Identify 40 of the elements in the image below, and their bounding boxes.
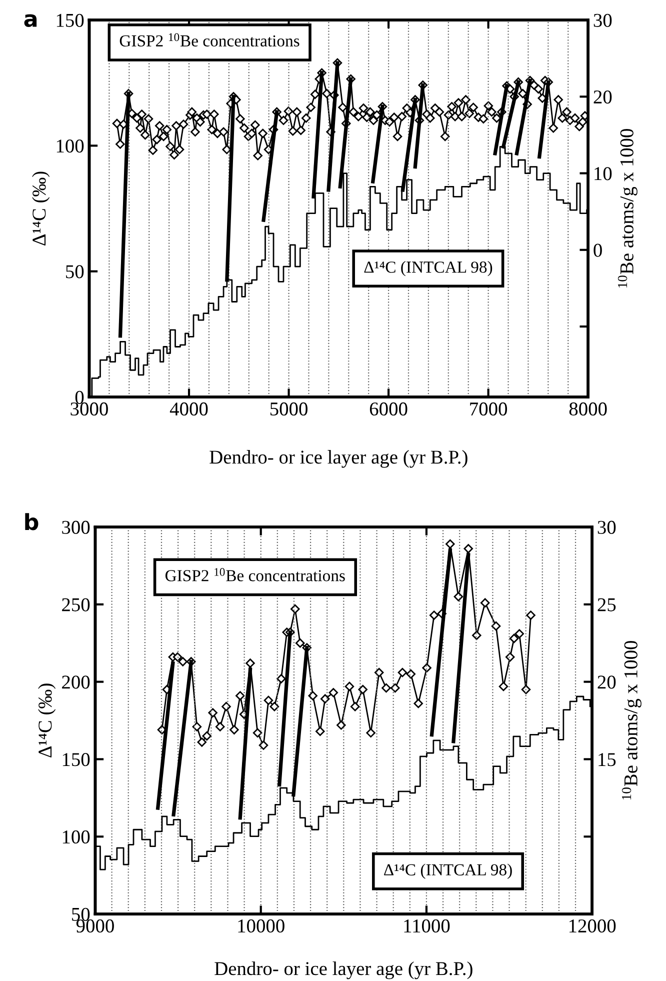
x-axis-title: Dendro- or ice layer age (yr B.P.): [210, 450, 468, 468]
x-tick-label: 8000: [569, 402, 607, 416]
annotation: GISP2 $^{10}$Be concentrations: [165, 568, 345, 582]
y-tick-label: 100: [62, 830, 90, 844]
y2-tick-label: 20: [598, 676, 616, 689]
chart-title: b: [25, 513, 38, 530]
x-tick-label: 9000: [76, 919, 114, 933]
y2-tick-label: 25: [598, 598, 616, 612]
x-tick-label: 7000: [470, 402, 508, 416]
y-tick-label: 200: [62, 676, 90, 689]
y-axis-title: Δ¹⁴C (‰): [32, 172, 50, 246]
y2-tick-label: 20: [594, 90, 612, 104]
y2-tick-label: 30: [598, 520, 616, 534]
y-tick-label: 0: [75, 390, 84, 404]
annotation: Δ¹⁴C (INTCAL 98): [384, 864, 512, 879]
y-tick-label: 250: [62, 598, 90, 612]
y-tick-label: 100: [56, 139, 84, 153]
y-tick-label: 300: [62, 520, 90, 534]
annotation: Δ¹⁴C (INTCAL 98): [364, 261, 492, 276]
x-tick-label: 4000: [170, 402, 208, 416]
x-tick-label: 5000: [270, 402, 308, 416]
x-tick-label: 12000: [569, 919, 616, 933]
y2-tick-label: 15: [598, 753, 616, 766]
y2-axis-title: $^{10}$Be atoms/g x 1000: [618, 128, 638, 288]
x-tick-label: 10000: [238, 919, 284, 933]
x-tick-label: 3000: [70, 402, 108, 416]
y2-tick-label: 30: [594, 14, 612, 27]
annotation: GISP2 $^{10}$Be concentrations: [120, 33, 300, 47]
y2-tick-label: 10: [594, 167, 612, 180]
y2-axis-title: $^{10}$Be atoms/g x 1000: [622, 640, 642, 800]
y-tick-label: 150: [62, 753, 90, 766]
x-axis-title: Dendro- or ice layer age (yr B.P.): [214, 961, 472, 980]
y-tick-label: 150: [56, 14, 84, 27]
y2-tick-label: 0: [594, 244, 602, 257]
chart-title: a: [24, 14, 37, 28]
y-tick-label: 50: [66, 265, 84, 278]
y-axis-title: Δ¹⁴C (‰): [38, 684, 56, 758]
x-tick-label: 6000: [370, 402, 408, 416]
y-tick-label: 50: [72, 908, 90, 921]
x-tick-label: 11000: [404, 919, 450, 933]
